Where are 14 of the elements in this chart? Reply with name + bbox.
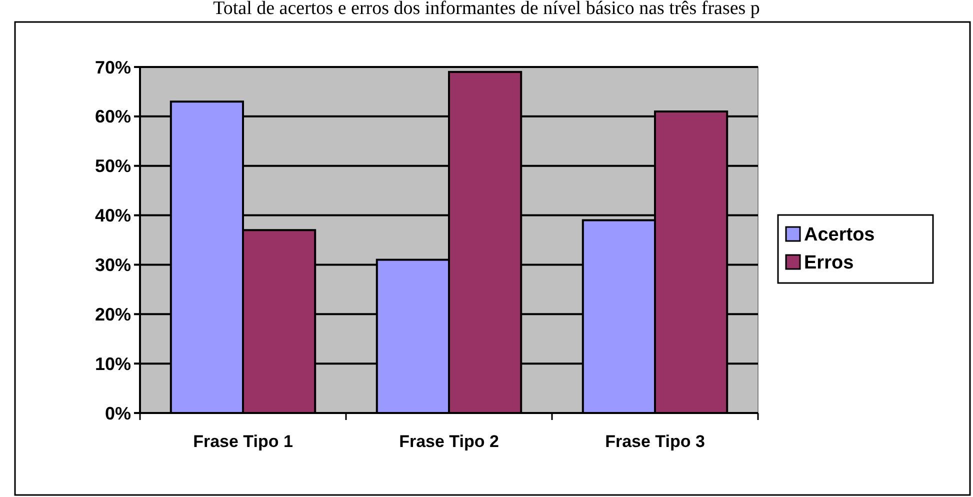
y-tick-label: 60% <box>94 106 131 127</box>
legend-label: Acertos <box>804 224 875 246</box>
y-tick-label: 10% <box>94 354 131 374</box>
x-tick-label: Frase Tipo 3 <box>605 432 705 451</box>
y-tick-label: 50% <box>94 156 131 176</box>
x-tick-label: Frase Tipo 1 <box>193 432 293 451</box>
y-tick-label: 0% <box>104 403 131 424</box>
legend-label: Erros <box>804 252 854 274</box>
x-tick-label: Frase Tipo 2 <box>399 432 499 451</box>
chart-title: Total de acertos e erros dos informantes de nível básico nas três frases p <box>213 0 760 19</box>
y-tick-label: 40% <box>94 206 131 226</box>
y-tick-label: 20% <box>94 304 131 324</box>
y-tick-label: 30% <box>94 255 131 276</box>
y-tick-label: 70% <box>94 57 131 78</box>
